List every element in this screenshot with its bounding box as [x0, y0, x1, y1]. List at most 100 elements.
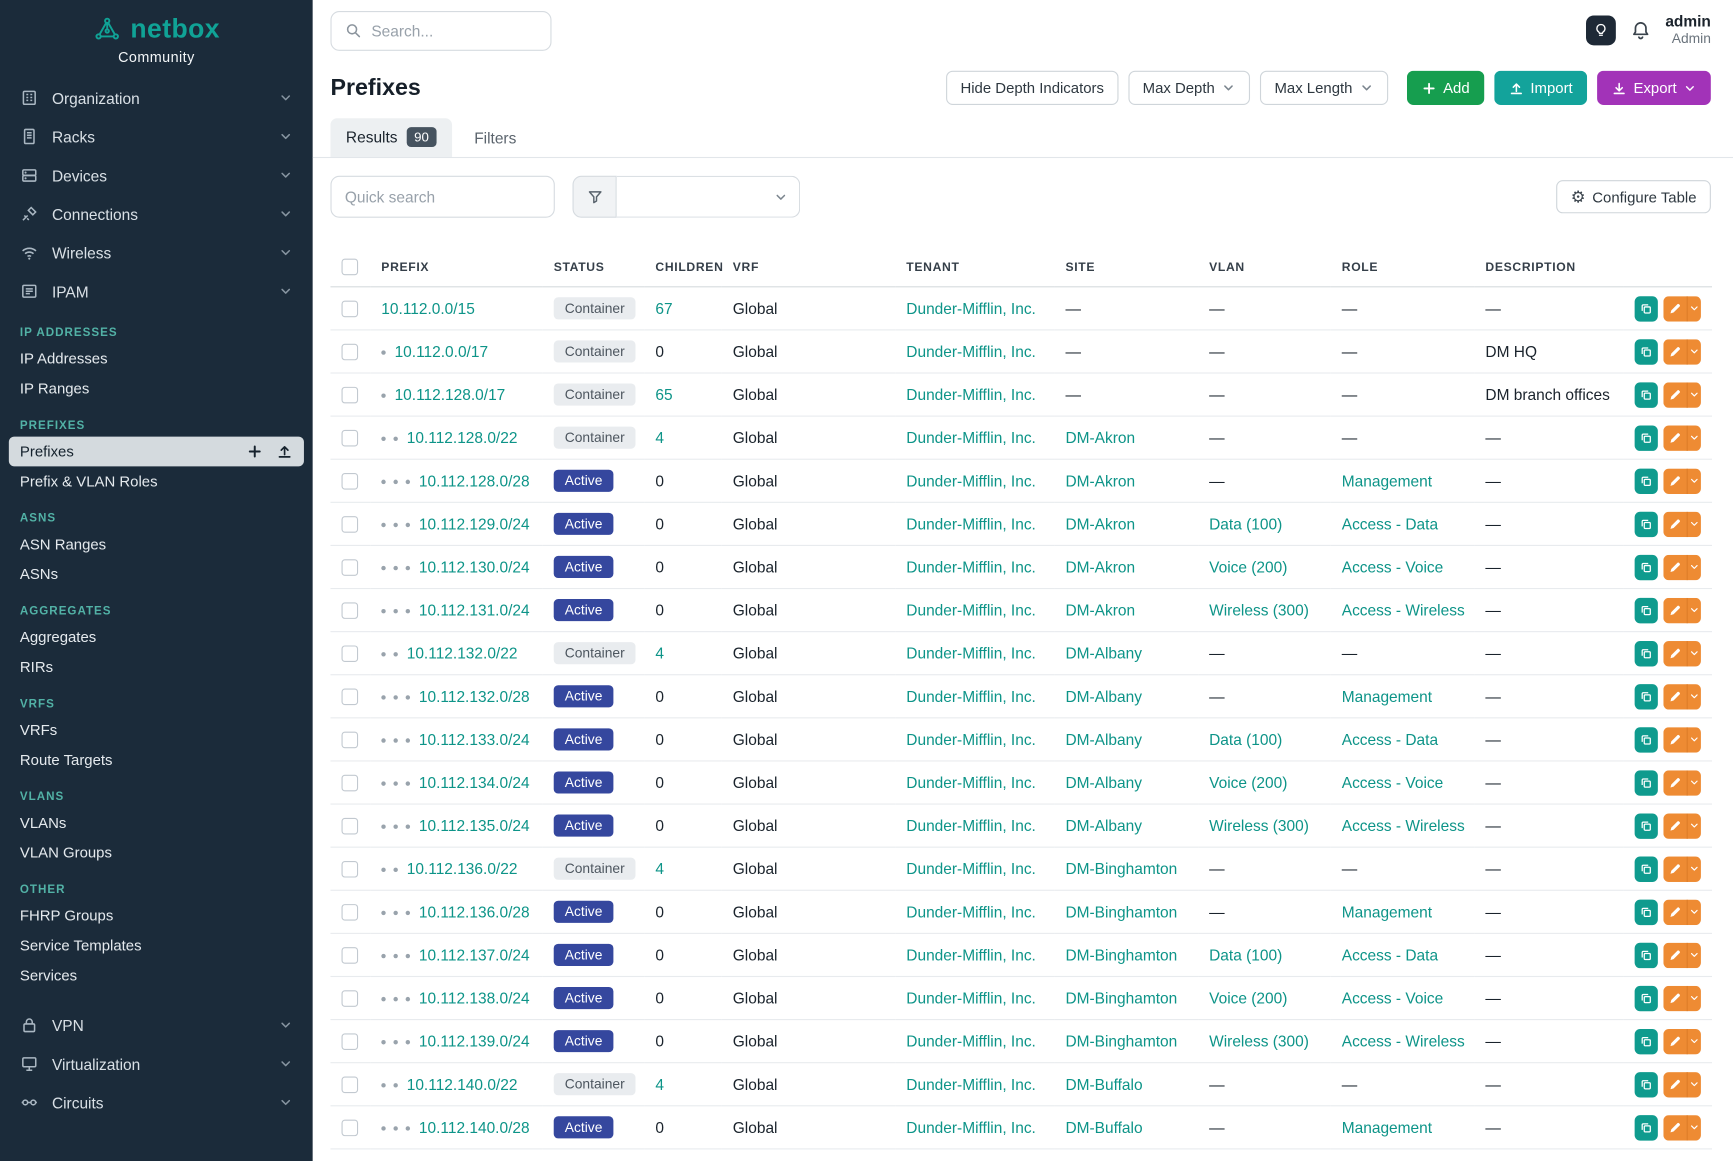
tenant-link[interactable]: Dunder-Mifflin, Inc. [906, 385, 1036, 404]
vlan-link[interactable]: Wireless (300) [1209, 816, 1309, 835]
edit-button[interactable] [1663, 511, 1687, 537]
edit-dropdown-toggle[interactable] [1686, 338, 1701, 365]
row-checkbox[interactable] [341, 688, 359, 706]
clone-button[interactable] [1634, 942, 1658, 968]
role-link[interactable]: Management [1341, 687, 1433, 706]
row-checkbox[interactable] [341, 559, 359, 577]
prefix-link[interactable]: 10.112.138.0/24 [418, 989, 530, 1007]
quick-add-button[interactable] [246, 443, 263, 460]
tenant-link[interactable]: Dunder-Mifflin, Inc. [906, 299, 1036, 318]
column-header-prefix[interactable]: PREFIX [370, 248, 543, 288]
tenant-link[interactable]: Dunder-Mifflin, Inc. [906, 989, 1036, 1007]
role-link[interactable]: Access - Data [1341, 730, 1439, 749]
clone-button[interactable] [1634, 856, 1658, 882]
clone-button[interactable] [1634, 338, 1658, 365]
clone-button[interactable] [1634, 381, 1658, 408]
sidebar-item-ip-ranges[interactable]: IP Ranges [19, 380, 90, 397]
clone-button[interactable] [1634, 640, 1658, 666]
prefix-link[interactable]: 10.112.129.0/24 [418, 515, 530, 533]
import-button[interactable]: Import [1493, 70, 1588, 105]
site-link[interactable]: DM-Akron [1065, 428, 1136, 447]
tenant-link[interactable]: Dunder-Mifflin, Inc. [906, 730, 1036, 749]
edit-button[interactable] [1663, 295, 1687, 322]
edit-dropdown-toggle[interactable] [1686, 381, 1701, 408]
site-link[interactable]: DM-Akron [1065, 558, 1136, 576]
row-checkbox[interactable] [341, 990, 359, 1008]
row-checkbox[interactable] [341, 904, 359, 922]
row-checkbox[interactable] [341, 775, 359, 792]
column-header-children[interactable]: CHILDREN [644, 248, 723, 288]
row-checkbox[interactable] [341, 1033, 359, 1051]
clone-button[interactable] [1634, 597, 1658, 623]
clone-button[interactable] [1634, 812, 1658, 839]
children-link[interactable]: 4 [655, 428, 665, 447]
prefix-link[interactable]: 10.112.134.0/24 [418, 773, 530, 792]
prefix-link[interactable]: 10.112.132.0/22 [406, 644, 518, 663]
sidebar-item-service-templates[interactable]: Service Templates [19, 937, 142, 954]
vlan-link[interactable]: Voice (200) [1209, 989, 1288, 1007]
sidebar-item-racks[interactable]: Racks [9, 117, 304, 156]
site-link[interactable]: DM-Albany [1065, 730, 1142, 749]
children-link[interactable]: 65 [655, 385, 673, 404]
sidebar-item-asn-ranges[interactable]: ASN Ranges [19, 536, 107, 553]
prefix-link[interactable]: 10.112.128.0/17 [394, 385, 506, 404]
site-link[interactable]: DM-Albany [1065, 687, 1142, 706]
edit-button[interactable] [1663, 726, 1687, 753]
role-link[interactable]: Access - Voice [1341, 989, 1444, 1007]
configure-table-button[interactable]: ⚙ Configure Table [1556, 180, 1711, 214]
row-checkbox[interactable] [341, 1076, 359, 1094]
sidebar-item-aggregates[interactable]: Aggregates [19, 628, 97, 646]
row-checkbox[interactable] [341, 818, 359, 835]
edit-dropdown-toggle[interactable] [1686, 985, 1701, 1011]
edit-button[interactable] [1663, 424, 1687, 451]
role-link[interactable]: Access - Data [1341, 515, 1439, 533]
clone-button[interactable] [1634, 769, 1658, 796]
edit-button[interactable] [1663, 812, 1687, 839]
role-link[interactable]: Management [1341, 902, 1433, 921]
site-link[interactable]: DM-Binghamton [1065, 946, 1178, 964]
edit-button[interactable] [1663, 554, 1687, 580]
prefix-link[interactable]: 10.112.0.0/17 [394, 342, 489, 361]
sidebar-item-rirs[interactable]: RIRs [19, 658, 54, 676]
tenant-link[interactable]: Dunder-Mifflin, Inc. [906, 1118, 1036, 1137]
edit-dropdown-toggle[interactable] [1686, 424, 1701, 451]
column-header-vlan[interactable]: VLAN [1198, 248, 1331, 288]
edit-button[interactable] [1663, 769, 1687, 796]
site-link[interactable]: DM-Albany [1065, 816, 1142, 835]
global-search[interactable] [330, 10, 552, 51]
vlan-link[interactable]: Wireless (300) [1209, 601, 1309, 619]
vlan-link[interactable]: Voice (200) [1209, 558, 1288, 576]
prefix-link[interactable]: 10.112.140.0/22 [406, 1075, 518, 1094]
sidebar-item-services[interactable]: Services [19, 967, 78, 984]
prefix-link[interactable]: 10.112.136.0/22 [406, 859, 518, 878]
clone-button[interactable] [1634, 554, 1658, 580]
edit-button[interactable] [1663, 1114, 1687, 1141]
tenant-link[interactable]: Dunder-Mifflin, Inc. [906, 515, 1036, 533]
hide-depth-indicators-button[interactable]: Hide Depth Indicators [946, 70, 1119, 105]
sidebar-item-organization[interactable]: Organization [9, 78, 304, 117]
vlan-link[interactable]: Data (100) [1209, 946, 1283, 964]
row-checkbox[interactable] [341, 732, 359, 749]
edit-dropdown-toggle[interactable] [1686, 856, 1701, 882]
row-checkbox[interactable] [341, 645, 359, 663]
row-checkbox[interactable] [341, 344, 359, 361]
role-link[interactable]: Management [1341, 1118, 1433, 1137]
edit-button[interactable] [1663, 683, 1687, 710]
site-link[interactable]: DM-Binghamton [1065, 1032, 1178, 1050]
children-link[interactable]: 67 [655, 299, 673, 318]
row-checkbox[interactable] [341, 1120, 359, 1137]
column-header-role[interactable]: ROLE [1330, 248, 1475, 288]
edit-button[interactable] [1663, 1028, 1687, 1054]
max-length-dropdown[interactable]: Max Length [1260, 70, 1388, 105]
global-search-input[interactable] [371, 21, 538, 40]
role-link[interactable]: Access - Voice [1341, 558, 1444, 576]
sidebar-item-vlans[interactable]: VLANs [19, 814, 67, 832]
row-checkbox[interactable] [341, 947, 359, 965]
column-header-tenant[interactable]: TENANT [895, 248, 1055, 288]
prefix-link[interactable]: 10.112.0.0/15 [381, 299, 475, 318]
filter-button[interactable] [572, 175, 617, 218]
tenant-link[interactable]: Dunder-Mifflin, Inc. [906, 644, 1036, 663]
row-checkbox[interactable] [341, 473, 359, 491]
row-checkbox[interactable] [341, 430, 359, 447]
edit-dropdown-toggle[interactable] [1686, 597, 1701, 623]
